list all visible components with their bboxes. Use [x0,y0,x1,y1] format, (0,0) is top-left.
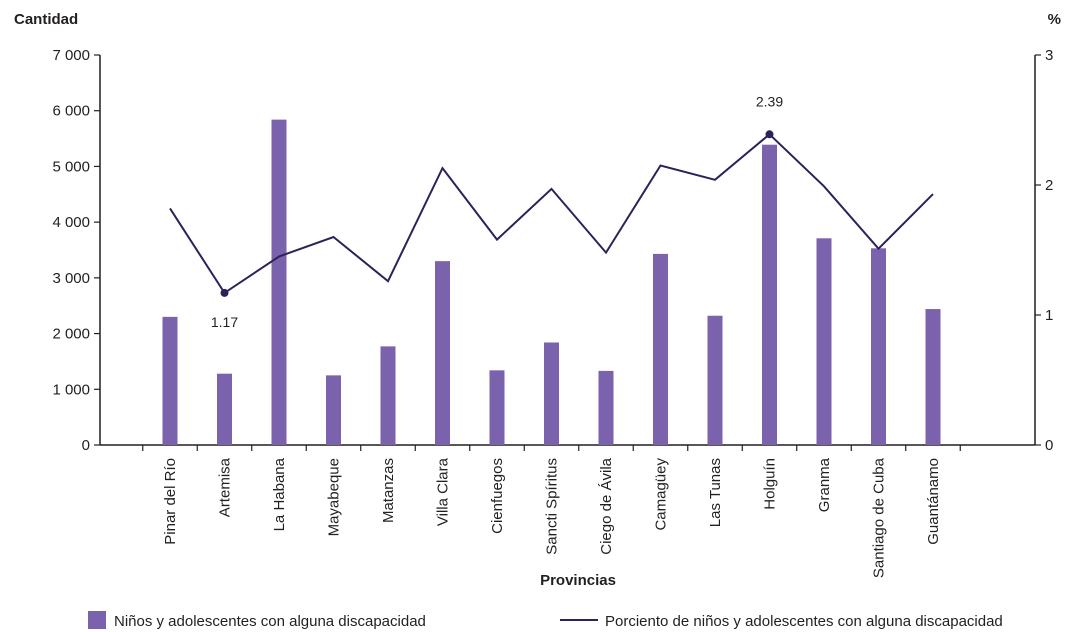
y-left-tick-label: 5 000 [52,158,90,175]
y-left-tick-label: 6 000 [52,103,90,120]
bar [598,370,614,445]
bar [435,261,450,445]
data-label: 1.17 [211,314,238,330]
legend-bar-swatch [88,611,106,629]
y-left-tick-label: 7 000 [52,47,90,64]
y-right-tick-label: 0 [1045,437,1053,454]
bar [271,119,287,445]
category-label: Santiago de Cuba [871,457,888,578]
category-label: Pinar del Río [162,458,179,545]
category-label: Las Tunas [707,458,724,527]
legend: Niños y adolescentes con alguna discapac… [88,611,1003,630]
bar [925,309,941,445]
category-label: Cienfuegos [489,458,506,534]
annotated-point [765,130,774,139]
category-labels: Pinar del Río Artemisa La Habana Mayabeque M… [162,457,942,578]
y-right-tick-label: 1 [1045,307,1053,324]
bar [816,238,832,445]
category-label: Villa Clara [435,457,452,526]
bar [871,248,886,445]
y-left-axis-title: Cantidad [14,11,78,28]
series-line [169,132,934,295]
y-right-axis-title: % [1048,11,1061,28]
bar-series [162,119,941,445]
bar [217,373,232,445]
annotated-point [220,288,229,297]
bar [162,316,178,445]
bar [544,342,559,445]
category-label: Artemisa [217,457,234,517]
bar [707,315,723,445]
y-left-tick-label: 4 000 [52,214,90,231]
line-series [169,132,934,295]
category-label: Granma [816,457,833,512]
y-right-tick-label: 2 [1045,177,1053,194]
axes: 0 1 000 2 000 3 000 4 000 5 000 6 000 7 000 0 1 2 3 [52,47,1053,454]
y-left-tick-label: 1 000 [52,381,90,398]
bar [489,370,505,445]
category-label: Ciego de Ávila [598,457,615,554]
category-label: Holguín [762,458,779,510]
category-label: Sancti Spíritus [544,458,561,555]
category-label: Guantánamo [925,458,942,545]
category-label: Mayabeque [326,458,343,536]
category-label: La Habana [271,457,288,531]
y-right-tick-label: 3 [1045,47,1053,64]
y-left-tick-label: 0 [82,437,90,454]
legend-line-label: Porciento de niños y adolescentes con al… [605,613,1003,630]
y-left-tick-label: 2 000 [52,326,90,343]
bar [762,144,777,445]
bar [326,375,341,445]
category-label: Camagüey [653,458,670,531]
x-axis-title: Provincias [540,572,616,589]
legend-bar-label: Niños y adolescentes con alguna discapac… [114,613,426,630]
data-label: 2.39 [756,93,783,109]
bar [653,253,668,445]
annotations: 1.17 2.39 [211,93,783,330]
category-label: Matanzas [380,458,397,523]
bar [380,346,396,445]
y-left-tick-label: 3 000 [52,270,90,287]
